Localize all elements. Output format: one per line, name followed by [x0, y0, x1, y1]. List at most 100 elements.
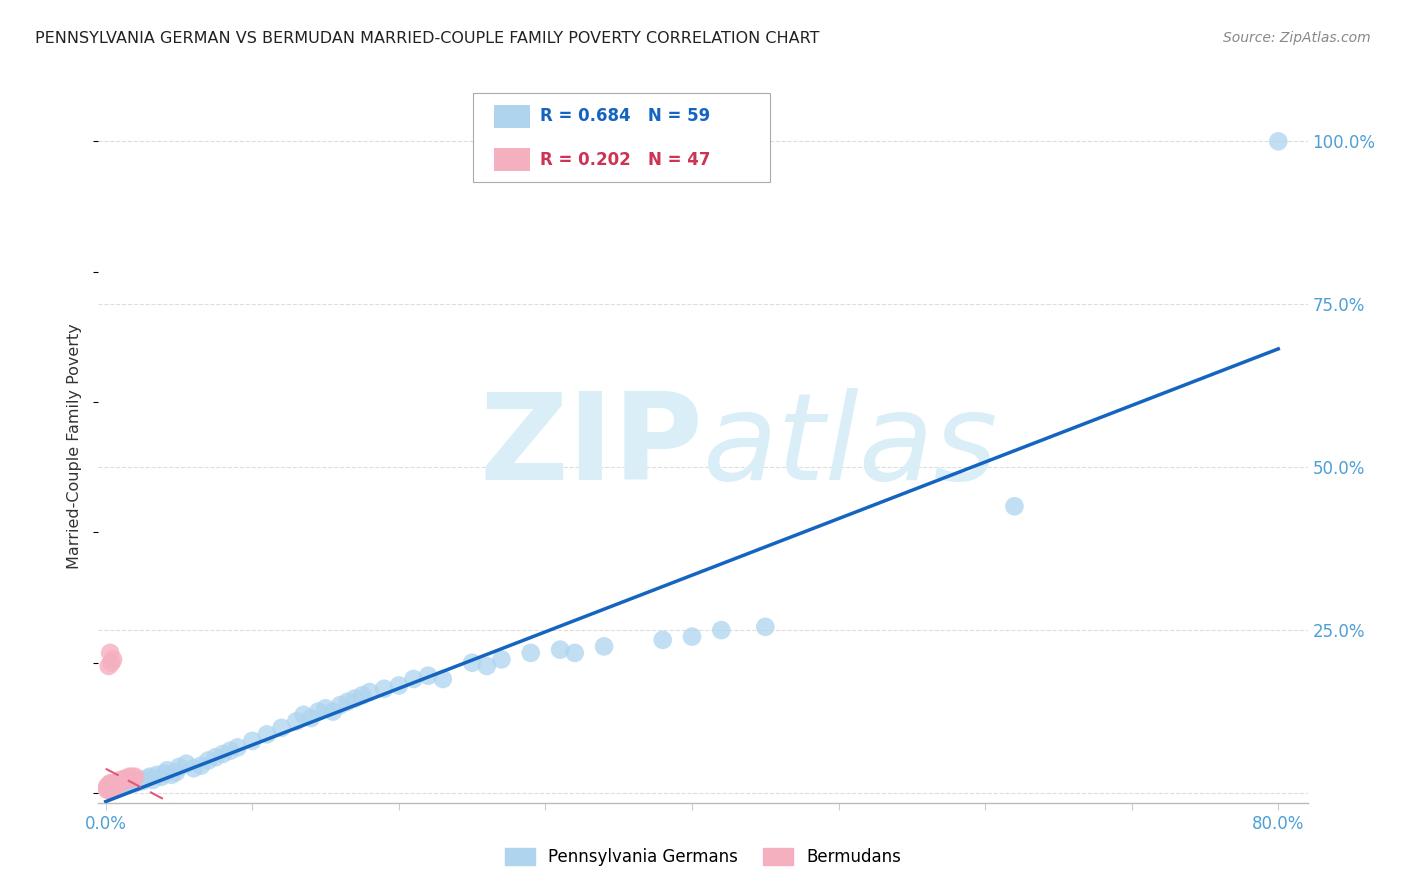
Point	[107, 776, 129, 790]
Point	[110, 774, 132, 789]
Point	[117, 772, 139, 786]
Text: PENNSYLVANIA GERMAN VS BERMUDAN MARRIED-COUPLE FAMILY POVERTY CORRELATION CHART: PENNSYLVANIA GERMAN VS BERMUDAN MARRIED-…	[35, 31, 820, 46]
Point	[651, 632, 673, 647]
Point	[112, 776, 135, 790]
Point	[240, 734, 263, 748]
Point	[105, 776, 128, 790]
Point	[219, 744, 242, 758]
Point	[121, 774, 143, 789]
Point	[165, 765, 187, 780]
Point	[96, 782, 118, 797]
Point	[183, 761, 205, 775]
Point	[107, 778, 129, 792]
Point	[754, 620, 776, 634]
Point	[176, 756, 198, 771]
FancyBboxPatch shape	[474, 93, 769, 182]
Point	[564, 646, 586, 660]
Point	[548, 642, 571, 657]
Text: atlas: atlas	[703, 387, 998, 505]
Point	[101, 782, 124, 797]
Point	[103, 778, 125, 792]
Point	[292, 707, 315, 722]
Point	[117, 778, 139, 792]
Point	[322, 705, 344, 719]
Point	[101, 652, 124, 666]
Point	[190, 758, 212, 772]
Point	[352, 688, 374, 702]
Point	[131, 774, 153, 789]
FancyBboxPatch shape	[494, 148, 530, 171]
Point	[100, 780, 122, 794]
Point	[103, 780, 125, 794]
Point	[97, 778, 120, 792]
Point	[101, 782, 124, 797]
Point	[100, 782, 122, 797]
Point	[432, 672, 454, 686]
Point	[475, 659, 498, 673]
Point	[336, 695, 359, 709]
Point	[97, 780, 120, 794]
Point	[105, 778, 128, 792]
Point	[212, 747, 235, 761]
Point	[135, 772, 157, 786]
Point	[112, 772, 135, 787]
Point	[710, 623, 733, 637]
Point	[114, 772, 136, 786]
Point	[97, 659, 120, 673]
Point	[285, 714, 308, 729]
Point	[97, 782, 120, 797]
Point	[107, 780, 129, 794]
Point	[681, 630, 703, 644]
Point	[315, 701, 337, 715]
Point	[167, 760, 190, 774]
Point	[1267, 134, 1289, 148]
Point	[103, 780, 125, 795]
Point	[103, 776, 125, 790]
Point	[329, 698, 352, 712]
Point	[98, 780, 121, 794]
Point	[307, 705, 329, 719]
Point	[270, 721, 292, 735]
Point	[343, 691, 366, 706]
Text: Source: ZipAtlas.com: Source: ZipAtlas.com	[1223, 31, 1371, 45]
Point	[153, 766, 176, 780]
Point	[226, 740, 249, 755]
Point	[160, 768, 183, 782]
Point	[204, 750, 226, 764]
Point	[124, 776, 146, 790]
Point	[98, 780, 121, 795]
Point	[120, 772, 142, 786]
Point	[105, 780, 128, 794]
Text: ZIP: ZIP	[479, 387, 703, 505]
Point	[101, 778, 124, 792]
Point	[138, 770, 160, 784]
Point	[124, 770, 146, 784]
Point	[97, 780, 120, 795]
Point	[100, 776, 122, 790]
Point	[388, 678, 411, 692]
Point	[359, 685, 381, 699]
Point	[111, 774, 134, 789]
Point	[110, 780, 132, 795]
Point	[142, 772, 165, 787]
Text: R = 0.202   N = 47: R = 0.202 N = 47	[540, 151, 710, 169]
Point	[98, 646, 121, 660]
Point	[96, 780, 118, 795]
Point	[402, 672, 425, 686]
Legend: Pennsylvania Germans, Bermudans: Pennsylvania Germans, Bermudans	[496, 840, 910, 875]
Point	[156, 763, 179, 777]
Point	[418, 669, 440, 683]
Point	[121, 770, 143, 784]
Point	[146, 768, 169, 782]
Point	[118, 770, 141, 784]
Point	[100, 780, 122, 795]
Point	[461, 656, 484, 670]
Point	[593, 640, 616, 654]
Point	[520, 646, 543, 660]
Point	[98, 782, 121, 797]
FancyBboxPatch shape	[494, 105, 530, 128]
Point	[127, 772, 149, 787]
Point	[101, 780, 124, 794]
Point	[256, 727, 278, 741]
Point	[373, 681, 395, 696]
